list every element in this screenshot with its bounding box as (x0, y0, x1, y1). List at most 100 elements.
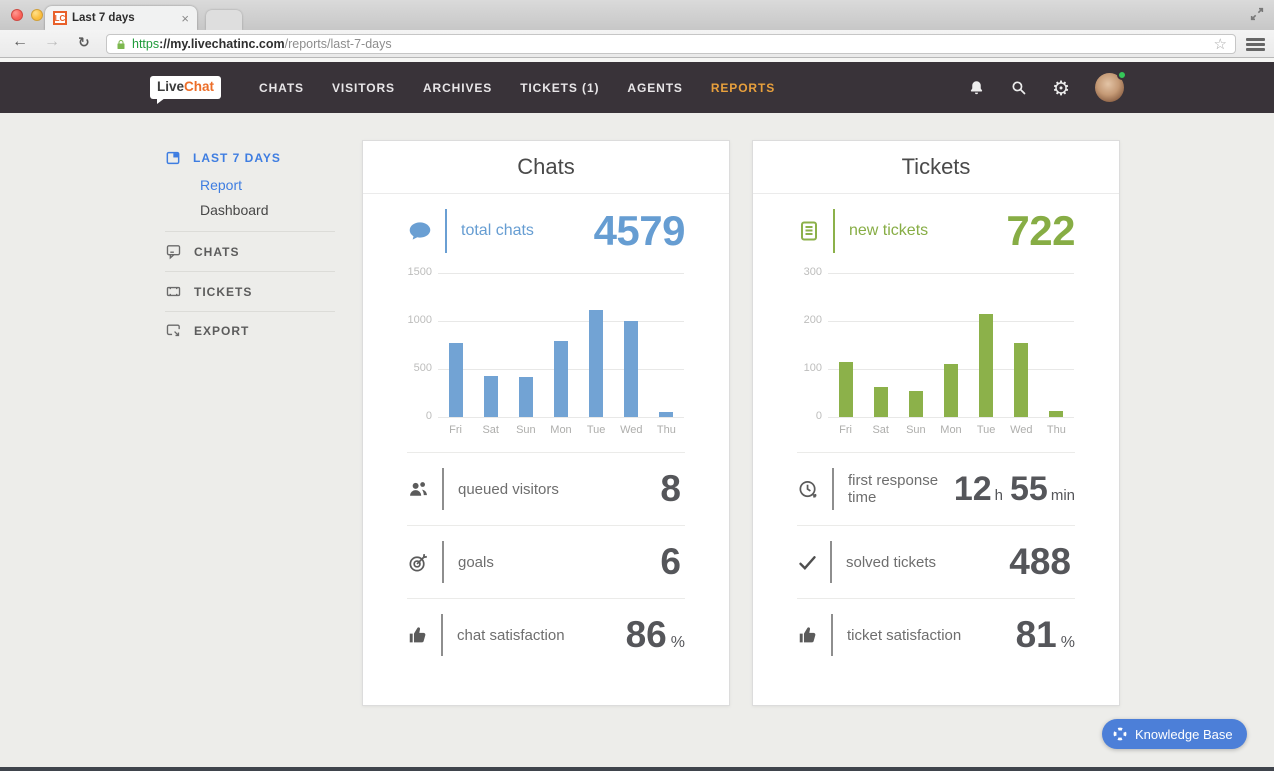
accent-separator (445, 209, 447, 253)
sidebar-item-last-7-days[interactable]: LAST 7 DAYS (165, 150, 281, 166)
sidebar-item-tickets[interactable]: TICKETS (165, 283, 252, 300)
browser-menu-icon[interactable] (1246, 38, 1265, 51)
goals-row: goals 6 (407, 525, 685, 598)
tab-close-icon[interactable]: × (181, 10, 189, 26)
x-tick-label: Tue (976, 424, 996, 436)
new-tickets-label: new tickets (849, 222, 929, 239)
gear-icon[interactable]: ⚙ (1052, 75, 1070, 100)
address-bar[interactable]: https://my.livechatinc.com/reports/last-… (106, 34, 1236, 54)
response-hours-unit: h (994, 486, 1003, 504)
response-minutes-unit: min (1050, 486, 1075, 504)
bookmark-star-icon[interactable]: ☆ (1213, 35, 1227, 53)
sidebar-label-chats: CHATS (194, 244, 240, 259)
bar-fri (838, 362, 853, 417)
close-window-button[interactable] (11, 9, 23, 21)
metric-separator (832, 468, 834, 510)
metric-separator (442, 468, 444, 510)
reload-button[interactable]: ↻ (78, 35, 90, 51)
bar-sat (873, 386, 888, 417)
ticket-satisfaction-unit: % (1060, 634, 1075, 651)
bar-column (473, 273, 508, 417)
sidebar-item-export[interactable]: EXPORT (165, 322, 249, 339)
bar-sat (483, 375, 498, 417)
nav-item-archives[interactable]: ARCHIVES (422, 80, 493, 95)
tickets-report-card: Tickets new tickets 722 0 100 200 300 Fri Sat… (752, 140, 1120, 706)
solved-tickets-value: 488 (1009, 541, 1071, 582)
sidebar-divider (165, 271, 335, 272)
metric-separator (830, 541, 832, 583)
minimize-window-button[interactable] (31, 9, 43, 21)
nav-item-visitors[interactable]: VISITORS (331, 80, 395, 95)
x-tick-label: Sun (516, 424, 536, 436)
metric-separator (441, 614, 443, 656)
search-icon[interactable] (1010, 79, 1027, 96)
bars (438, 273, 684, 417)
sidebar-label-tickets: TICKETS (194, 284, 253, 299)
new-tickets-stat: new tickets 722 (797, 194, 1075, 268)
goals-label: goals (458, 553, 494, 571)
thumbs-up-icon (797, 624, 819, 646)
bar-column (438, 273, 473, 417)
bar-column (649, 273, 684, 417)
total-chats-value: 4579 (593, 207, 686, 254)
knowledge-base-button[interactable]: Knowledge Base (1102, 719, 1247, 749)
chats-card-title: Chats (363, 141, 729, 194)
chats-report-card: Chats total chats 4579 0 500 1000 1500 Fri Sa… (362, 140, 730, 706)
plot-area (438, 273, 684, 418)
bar-mon (943, 364, 958, 417)
stopwatch-icon (797, 478, 820, 501)
url-separator: :// (159, 37, 171, 51)
x-tick-label: Sun (906, 424, 926, 436)
back-button[interactable]: ← (12, 33, 28, 50)
ticket-satisfaction-value: 81 (1015, 614, 1057, 655)
bar-wed (624, 321, 639, 417)
bar-column (1004, 273, 1039, 417)
ticket-notes-icon (797, 219, 821, 243)
nav-item-chats[interactable]: CHATS (259, 80, 304, 95)
total-chats-label: total chats (461, 222, 534, 239)
x-axis-labels: Fri Sat Sun Mon Tue Wed Thu (828, 424, 1074, 436)
browser-tab[interactable]: LC Last 7 days × (45, 6, 197, 30)
nav-item-agents[interactable]: AGENTS (627, 80, 683, 95)
bar-sun (908, 391, 923, 417)
fullscreen-icon[interactable] (1249, 6, 1265, 22)
app-navbar: LiveChat CHATS VISITORS ARCHIVES TICKETS… (0, 62, 1274, 113)
goal-target-icon (407, 551, 430, 574)
plot-area (828, 273, 1074, 418)
knowledge-base-label: Knowledge Base (1135, 726, 1233, 742)
browser-titlebar: LC Last 7 days × (0, 0, 1274, 30)
y-tick-label: 500 (413, 362, 432, 374)
new-tab-button[interactable] (206, 10, 242, 30)
sidebar-divider (165, 231, 335, 232)
metric-separator (831, 614, 833, 656)
sidebar-item-dashboard[interactable]: Dashboard (200, 202, 269, 218)
avatar[interactable] (1095, 70, 1127, 102)
nav-item-tickets[interactable]: TICKETS (1) (520, 80, 600, 95)
sidebar-item-report[interactable]: Report (200, 177, 243, 193)
solved-tickets-label: solved tickets (846, 553, 937, 571)
bar-column (579, 273, 614, 417)
chat-satisfaction-label: chat satisfaction (457, 626, 565, 644)
x-axis-labels: Fri Sat Sun Mon Tue Wed Thu (438, 424, 684, 436)
livechat-logo[interactable]: LiveChat (150, 76, 222, 104)
queued-visitors-label: queued visitors (458, 480, 559, 498)
goals-value: 6 (660, 541, 681, 582)
logo-chat-text: Chat (184, 79, 215, 95)
url-domain: my.livechatinc.com (170, 37, 285, 51)
nav-item-reports[interactable]: REPORTS (710, 80, 776, 95)
sidebar-item-chats[interactable]: CHATS (165, 243, 239, 260)
x-tick-label: Wed (620, 424, 643, 436)
x-tick-label: Wed (1010, 424, 1033, 436)
ticket-satisfaction-label: ticket satisfaction (847, 626, 962, 644)
bar-column (863, 273, 898, 417)
bar-tue (979, 314, 994, 417)
sidebar-label-export: EXPORT (194, 323, 250, 338)
y-tick-label: 0 (425, 410, 432, 422)
bell-icon[interactable] (968, 79, 985, 97)
forward-button: → (44, 33, 60, 50)
bars (828, 273, 1074, 417)
y-tick-label: 1500 (407, 266, 432, 278)
thumbs-up-icon (407, 624, 429, 646)
lifebuoy-icon (1112, 726, 1128, 742)
response-hours-value: 12 (953, 469, 992, 508)
